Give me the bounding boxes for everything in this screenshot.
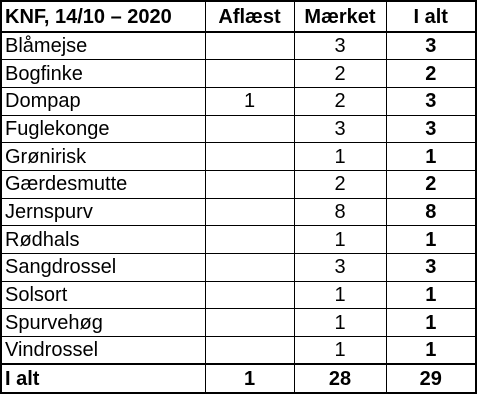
table-row: Bogfinke 2 2 (0, 59, 477, 88)
read-count (204, 114, 295, 144)
table-row: Dompap 1 2 3 (0, 86, 477, 116)
total-count: 1 (385, 225, 477, 254)
header-total: I alt (385, 0, 477, 33)
species-name: Dompap (0, 86, 206, 116)
marked-count: 3 (293, 114, 387, 144)
read-count (204, 142, 295, 171)
marked-count: 2 (293, 59, 387, 88)
table-row: Blåmejse 3 3 (0, 31, 477, 61)
species-name: Vindrossel (0, 336, 206, 365)
marked-count: 1 (293, 336, 387, 365)
read-count (204, 308, 295, 338)
total-count: 8 (385, 197, 477, 227)
footer-total-row: I alt 1 28 29 (0, 363, 477, 394)
species-name: Fuglekonge (0, 114, 206, 144)
marked-count: 1 (293, 280, 387, 310)
marked-count: 1 (293, 142, 387, 171)
table-row: Gærdesmutte 2 2 (0, 169, 477, 199)
table-row: Fuglekonge 3 3 (0, 114, 477, 144)
marked-count: 1 (293, 308, 387, 338)
table-row: Vindrossel 1 1 (0, 336, 477, 365)
total-count: 3 (385, 114, 477, 144)
marked-count: 2 (293, 169, 387, 199)
marked-count: 8 (293, 197, 387, 227)
species-name: Sangdrossel (0, 253, 206, 282)
table-row: Spurvehøg 1 1 (0, 308, 477, 338)
table-row: Sangdrossel 3 3 (0, 253, 477, 282)
header-read: Aflæst (204, 0, 295, 33)
footer-read-total: 1 (204, 363, 295, 394)
read-count (204, 31, 295, 61)
read-count (204, 169, 295, 199)
species-name: Blåmejse (0, 31, 206, 61)
footer-marked-total: 28 (293, 363, 387, 394)
read-count (204, 197, 295, 227)
header-row: KNF, 14/10 – 2020 Aflæst Mærket I alt (0, 0, 477, 33)
species-name: Spurvehøg (0, 308, 206, 338)
bird-ringing-table-container: KNF, 14/10 – 2020 Aflæst Mærket I alt Bl… (0, 0, 477, 395)
table-row: Solsort 1 1 (0, 280, 477, 310)
species-name: Gærdesmutte (0, 169, 206, 199)
total-count: 2 (385, 59, 477, 88)
species-name: Solsort (0, 280, 206, 310)
species-name: Bogfinke (0, 59, 206, 88)
read-count: 1 (204, 86, 295, 116)
read-count (204, 225, 295, 254)
species-name: Rødhals (0, 225, 206, 254)
total-count: 1 (385, 308, 477, 338)
marked-count: 1 (293, 225, 387, 254)
total-count: 1 (385, 336, 477, 365)
table-row: Jernspurv 8 8 (0, 197, 477, 227)
table-row: Grønirisk 1 1 (0, 142, 477, 171)
read-count (204, 253, 295, 282)
footer-grand-total: 29 (385, 363, 477, 394)
bird-ringing-table: KNF, 14/10 – 2020 Aflæst Mærket I alt Bl… (0, 0, 477, 395)
marked-count: 3 (293, 31, 387, 61)
total-count: 3 (385, 86, 477, 116)
total-count: 3 (385, 31, 477, 61)
header-location-date: KNF, 14/10 – 2020 (0, 0, 206, 33)
total-count: 1 (385, 280, 477, 310)
total-count: 1 (385, 142, 477, 171)
footer-label: I alt (0, 363, 206, 394)
total-count: 3 (385, 253, 477, 282)
table-body: Blåmejse 3 3 Bogfinke 2 2 Dompap 1 2 3 Fuglekonge 3… (0, 31, 477, 365)
read-count (204, 280, 295, 310)
species-name: Grønirisk (0, 142, 206, 171)
table-row: Rødhals 1 1 (0, 225, 477, 254)
marked-count: 3 (293, 253, 387, 282)
read-count (204, 336, 295, 365)
header-marked: Mærket (293, 0, 387, 33)
read-count (204, 59, 295, 88)
total-count: 2 (385, 169, 477, 199)
marked-count: 2 (293, 86, 387, 116)
species-name: Jernspurv (0, 197, 206, 227)
